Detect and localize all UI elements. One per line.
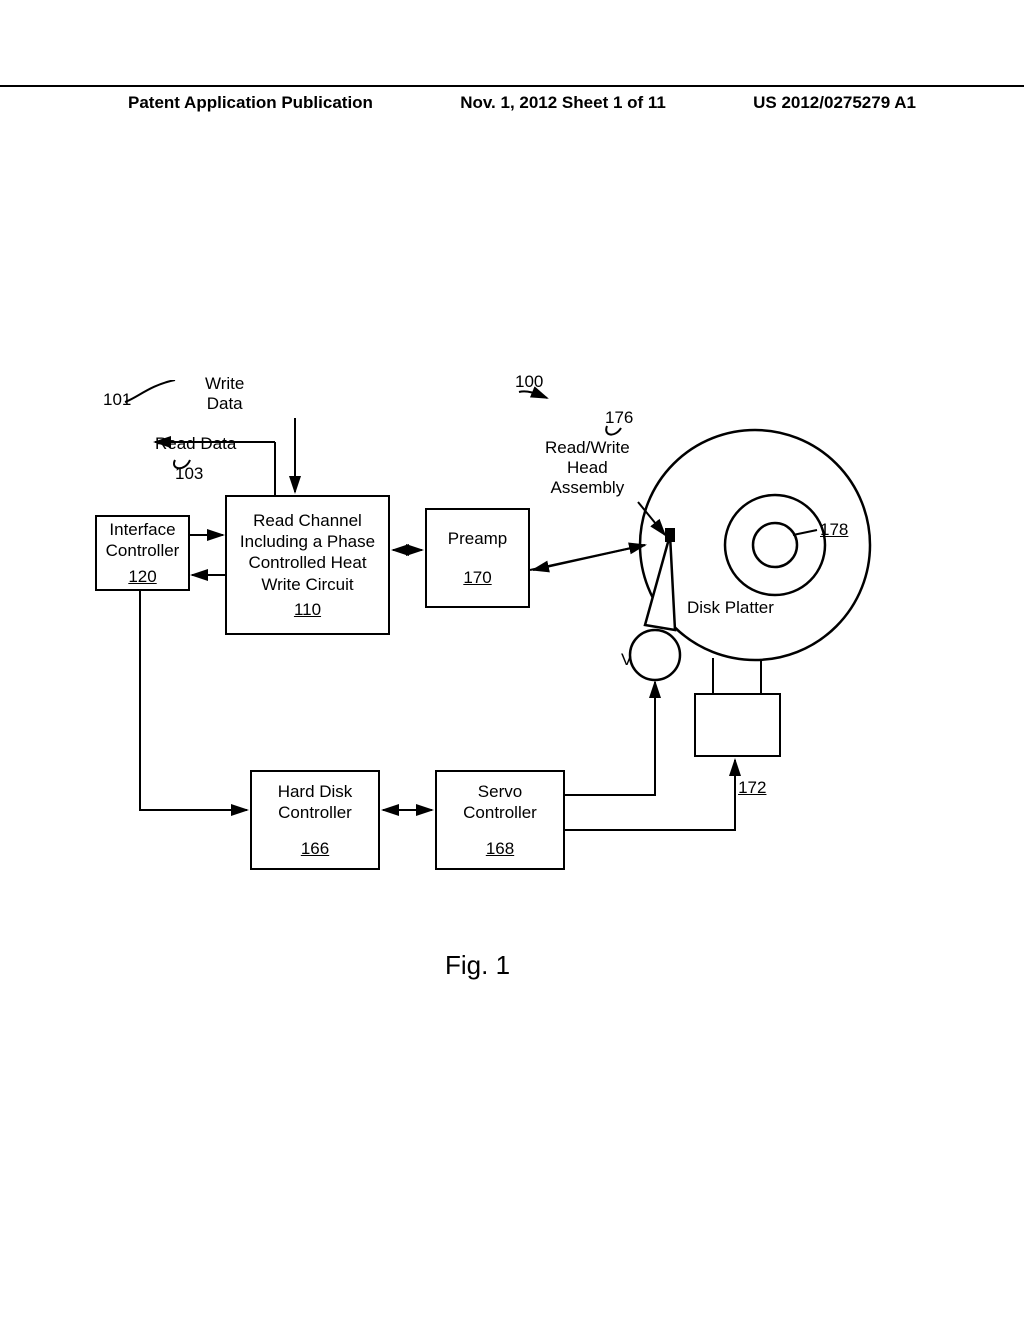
- disk-platter-label: Disk Platter: [687, 598, 774, 618]
- hdc-ref: 166: [301, 838, 329, 859]
- preamp-ref: 170: [463, 567, 491, 588]
- ref-176: 176: [605, 408, 633, 428]
- interface-controller-title: Interface Controller: [106, 519, 180, 562]
- preamp-box: Preamp 170: [425, 508, 530, 608]
- ref-100: 100: [515, 372, 543, 392]
- interface-controller-ref: 120: [128, 566, 156, 587]
- page-header: Patent Application Publication Nov. 1, 2…: [0, 85, 1024, 113]
- hdc-box: Hard Disk Controller 166: [250, 770, 380, 870]
- header-mid: Nov. 1, 2012 Sheet 1 of 11: [460, 93, 666, 113]
- read-data-label: Read Data: [155, 434, 236, 454]
- read-channel-ref: 110: [294, 599, 321, 620]
- write-data-label: Write Data: [205, 374, 244, 414]
- interface-controller-box: Interface Controller 120: [95, 515, 190, 591]
- rw-head-label: Read/Write Head Assembly: [545, 438, 630, 498]
- servo-box: Servo Controller 168: [435, 770, 565, 870]
- spindle-motor-label: Spindle Motor 172: [705, 698, 781, 818]
- ref-101: 101: [103, 390, 131, 410]
- servo-ref: 168: [486, 838, 514, 859]
- servo-title: Servo Controller: [463, 781, 537, 824]
- ref-178: 178: [820, 520, 848, 540]
- vcm-label: VCM: [621, 650, 659, 670]
- read-channel-box: Read Channel Including a Phase Controlle…: [225, 495, 390, 635]
- block-diagram: 100 Write Data 101 Read Data 103 176 Rea…: [95, 380, 925, 940]
- read-channel-title: Read Channel Including a Phase Controlle…: [240, 510, 375, 595]
- header-left: Patent Application Publication: [128, 93, 373, 113]
- header-right: US 2012/0275279 A1: [753, 93, 916, 113]
- hdc-title: Hard Disk Controller: [278, 781, 353, 824]
- preamp-title: Preamp: [448, 528, 508, 549]
- figure-caption: Fig. 1: [445, 950, 510, 981]
- ref-103: 103: [175, 464, 203, 484]
